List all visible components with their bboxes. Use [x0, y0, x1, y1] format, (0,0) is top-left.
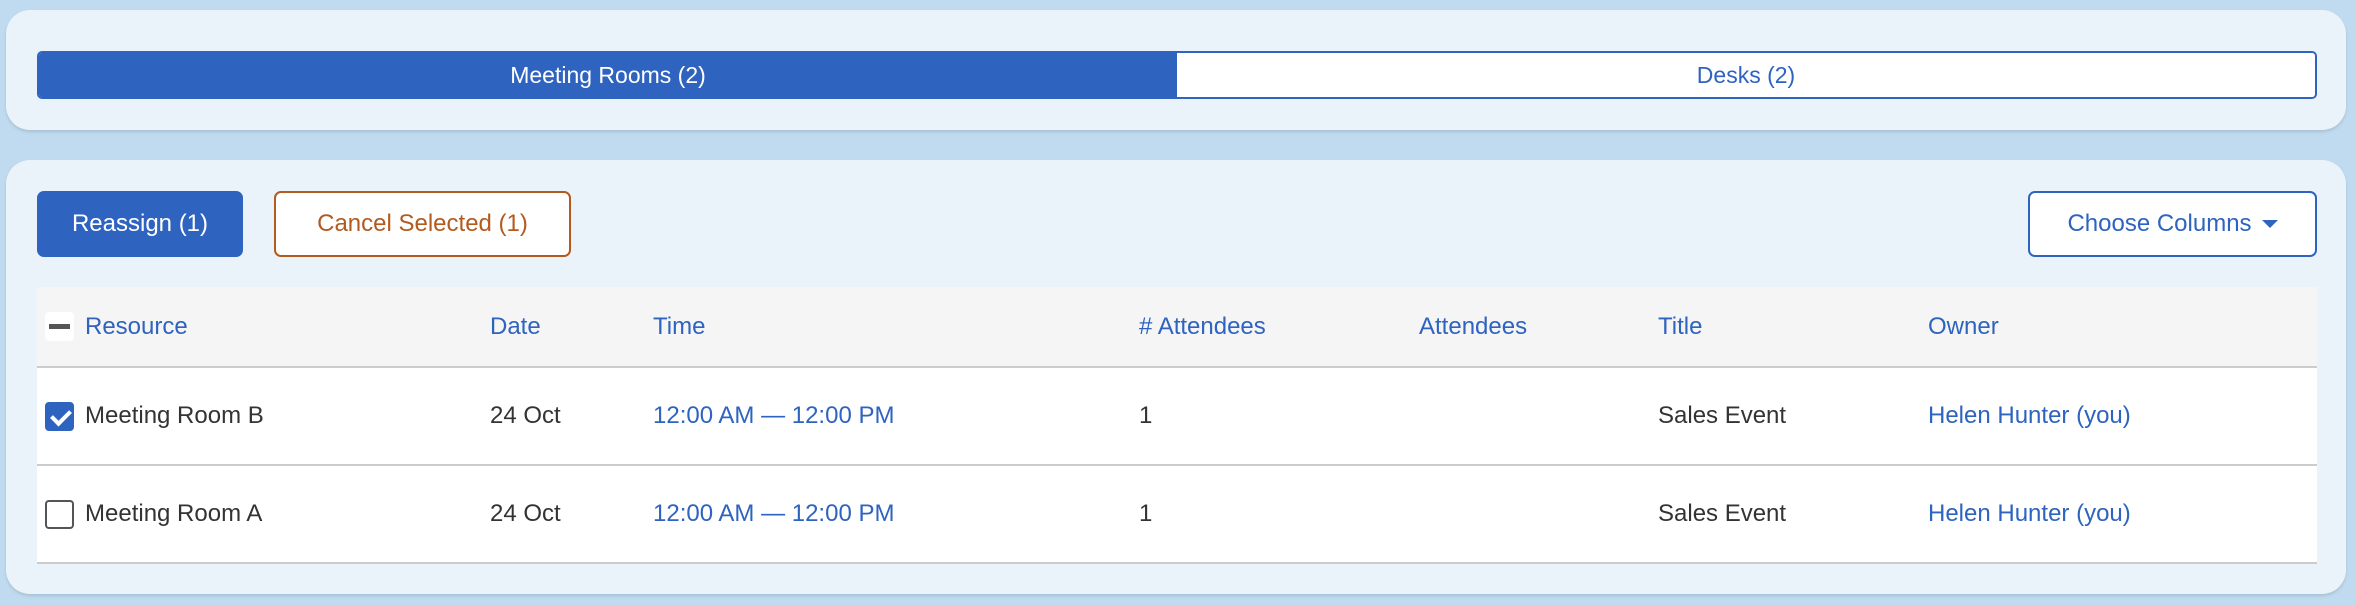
attendees-cell	[1419, 367, 1658, 466]
owner-link[interactable]: Helen Hunter (you)	[1928, 367, 2317, 466]
owner-link[interactable]: Helen Hunter (you)	[1928, 465, 2317, 564]
header-date[interactable]: Date	[490, 287, 653, 368]
header-title[interactable]: Title	[1658, 287, 1928, 368]
date-cell: 24 Oct	[490, 465, 653, 564]
table-row: Meeting Room A 24 Oct 12:00 AM — 12:00 P…	[37, 465, 2317, 564]
title-cell: Sales Event	[1658, 465, 1928, 564]
time-link[interactable]: 12:00 AM — 12:00 PM	[653, 465, 1139, 564]
bookings-card: Reassign (1) Cancel Selected (1) Choose …	[6, 160, 2346, 594]
table-header: Resource Date Time # Attendees Attendees…	[37, 287, 2317, 368]
bookings-table: Resource Date Time # Attendees Attendees…	[37, 287, 2317, 564]
cancel-selected-button[interactable]: Cancel Selected (1)	[274, 191, 571, 257]
row-checkbox[interactable]	[45, 499, 74, 529]
header-attendees[interactable]: Attendees	[1419, 287, 1658, 368]
tab-card: Meeting Rooms (2) Desks (2)	[6, 10, 2346, 130]
reassign-button[interactable]: Reassign (1)	[37, 191, 243, 257]
header-resource[interactable]: Resource	[79, 287, 490, 368]
header-owner[interactable]: Owner	[1928, 287, 2317, 368]
tab-desks[interactable]: Desks (2)	[1177, 53, 2315, 97]
choose-columns-button[interactable]: Choose Columns	[2028, 191, 2317, 257]
row-checkbox[interactable]	[45, 401, 74, 431]
num-attendees-cell: 1	[1139, 367, 1419, 466]
header-time[interactable]: Time	[653, 287, 1139, 368]
num-attendees-cell: 1	[1139, 465, 1419, 564]
table-row: Meeting Room B 24 Oct 12:00 AM — 12:00 P…	[37, 367, 2317, 466]
title-cell: Sales Event	[1658, 367, 1928, 466]
header-num-attendees[interactable]: # Attendees	[1139, 287, 1419, 368]
time-link[interactable]: 12:00 AM — 12:00 PM	[653, 367, 1139, 466]
resource-cell: Meeting Room B	[79, 367, 490, 466]
select-all-checkbox[interactable]	[45, 312, 74, 342]
date-cell: 24 Oct	[490, 367, 653, 466]
attendees-cell	[1419, 465, 1658, 564]
caret-down-icon	[2261, 220, 2278, 228]
choose-columns-label: Choose Columns	[2067, 210, 2252, 237]
resource-tabs: Meeting Rooms (2) Desks (2)	[37, 51, 2317, 99]
tab-meeting-rooms[interactable]: Meeting Rooms (2)	[39, 53, 1177, 97]
resource-cell: Meeting Room A	[79, 465, 490, 564]
